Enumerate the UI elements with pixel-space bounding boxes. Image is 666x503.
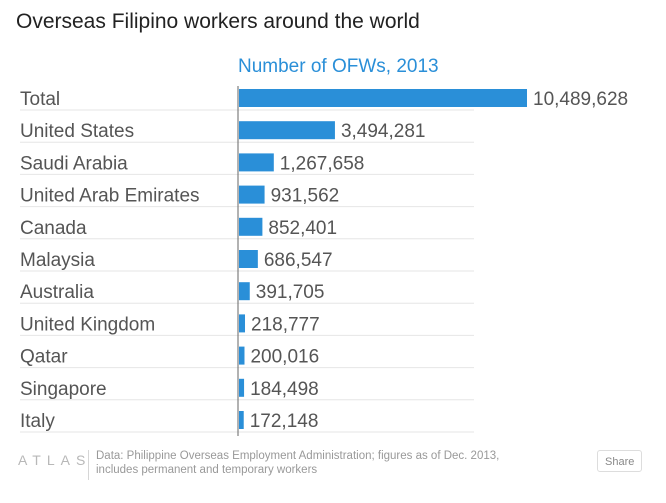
value-label: 218,777	[251, 314, 320, 335]
source-note: Data: Philippine Overseas Employment Adm…	[96, 450, 500, 476]
bar	[239, 121, 335, 140]
bar	[239, 89, 527, 107]
category-label: United Arab Emirates	[20, 186, 200, 207]
value-label: 852,401	[268, 218, 337, 239]
category-label: Malaysia	[20, 250, 95, 271]
bar	[239, 185, 265, 204]
value-label: 172,148	[250, 411, 319, 432]
category-label: United Kingdom	[20, 314, 155, 335]
atlas-logo: ATLAS	[18, 452, 92, 468]
value-label: 1,267,658	[280, 153, 365, 174]
footer-divider	[88, 450, 89, 480]
bar	[239, 314, 246, 333]
category-label: United States	[20, 121, 134, 142]
category-label: Canada	[20, 218, 87, 239]
value-label: 3,494,281	[341, 121, 426, 142]
bar	[239, 282, 250, 301]
bar-chart: Total 10,489,628 United States 3,494,281 Sau…	[20, 86, 628, 436]
value-label: 184,498	[250, 379, 319, 400]
bar	[239, 346, 245, 365]
category-label: Singapore	[20, 379, 107, 400]
bar	[239, 217, 263, 236]
footer: ATLAS Data: Philippine Overseas Employme…	[0, 446, 666, 503]
category-label: Australia	[20, 282, 94, 303]
value-label: 686,547	[264, 250, 333, 271]
series-title: Number of OFWs, 2013	[238, 56, 439, 77]
category-label: Total	[20, 89, 60, 110]
bar	[239, 153, 274, 172]
bar	[239, 411, 244, 429]
category-label: Italy	[20, 411, 55, 432]
value-label: 10,489,628	[533, 89, 628, 110]
bar	[239, 250, 258, 268]
chart-title: Overseas Filipino workers around the wor…	[16, 10, 420, 33]
category-label: Saudi Arabia	[20, 153, 128, 174]
value-label: 931,562	[271, 186, 340, 207]
value-label: 391,705	[256, 282, 325, 303]
value-label: 200,016	[250, 347, 319, 368]
category-label: Qatar	[20, 347, 68, 368]
share-button[interactable]: Share	[597, 450, 643, 472]
bar	[239, 378, 245, 397]
